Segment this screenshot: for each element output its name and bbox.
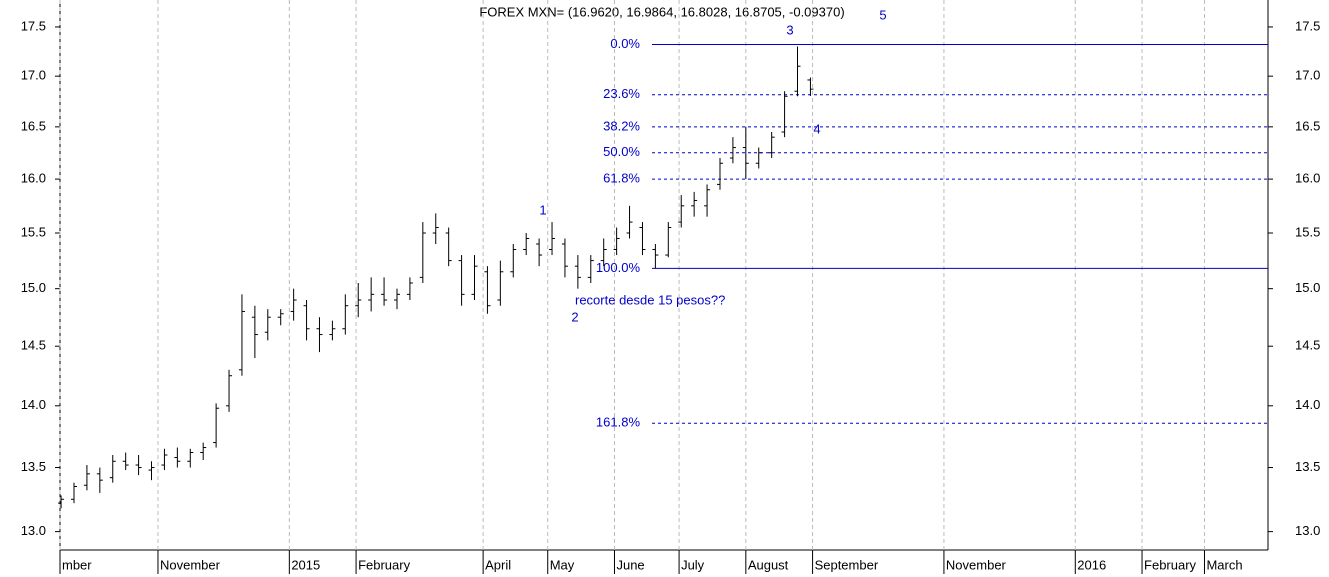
- annotation: 4: [813, 121, 820, 136]
- y-tick-label: 16.0: [21, 171, 46, 186]
- y-tick-label: 13.5: [21, 459, 46, 474]
- x-tick-label: February: [358, 557, 411, 572]
- fib-label: 100.0%: [596, 260, 641, 275]
- x-tick-label: April: [485, 557, 511, 572]
- annotation: 1: [539, 202, 546, 217]
- fib-label: 23.6%: [603, 86, 640, 101]
- chart-title: FOREX MXN= (16.9620, 16.9864, 16.8028, 1…: [479, 4, 844, 19]
- y-tick-label: 14.5: [21, 338, 46, 353]
- annotation: 2: [571, 309, 578, 324]
- y-tick-label: 13.0: [21, 523, 46, 538]
- x-tick-label: November: [946, 557, 1007, 572]
- y-tick-label: 14.0: [21, 397, 46, 412]
- fib-label: 50.0%: [603, 144, 640, 159]
- x-tick-label: August: [748, 557, 789, 572]
- y-tick-label: 17.5: [21, 18, 46, 33]
- x-tick-label: July: [681, 557, 705, 572]
- y-tick-label-right: 15.5: [1295, 224, 1320, 239]
- y-tick-label-right: 16.0: [1295, 171, 1320, 186]
- x-tick-label: 2016: [1077, 557, 1106, 572]
- x-tick-label: September: [815, 557, 879, 572]
- y-tick-label-right: 17.0: [1295, 68, 1320, 83]
- y-tick-label-right: 15.0: [1295, 280, 1320, 295]
- y-tick-label-right: 14.0: [1295, 397, 1320, 412]
- y-tick-label-right: 17.5: [1295, 18, 1320, 33]
- y-tick-label-right: 13.5: [1295, 459, 1320, 474]
- annotation: 3: [786, 22, 793, 37]
- y-tick-label-right: 16.5: [1295, 118, 1320, 133]
- x-tick-label: 2015: [291, 557, 320, 572]
- x-tick-label: February: [1144, 557, 1197, 572]
- x-tick-label: May: [550, 557, 575, 572]
- annotation: 5: [879, 7, 886, 22]
- y-tick-label-right: 13.0: [1295, 523, 1320, 538]
- y-tick-label: 15.0: [21, 280, 46, 295]
- fib-label: 0.0%: [610, 36, 640, 51]
- fib-label: 38.2%: [603, 118, 640, 133]
- y-tick-label: 15.5: [21, 224, 46, 239]
- annotation: recorte desde 15 pesos??: [575, 292, 725, 307]
- fib-label: 61.8%: [603, 171, 640, 186]
- x-tick-label: November: [160, 557, 221, 572]
- y-tick-label: 16.5: [21, 118, 46, 133]
- x-tick-label: mber: [62, 557, 92, 572]
- fib-label: 161.8%: [596, 415, 641, 430]
- y-tick-label-right: 14.5: [1295, 338, 1320, 353]
- x-tick-label: June: [616, 557, 644, 572]
- x-tick-label: March: [1206, 557, 1242, 572]
- y-tick-label: 17.0: [21, 68, 46, 83]
